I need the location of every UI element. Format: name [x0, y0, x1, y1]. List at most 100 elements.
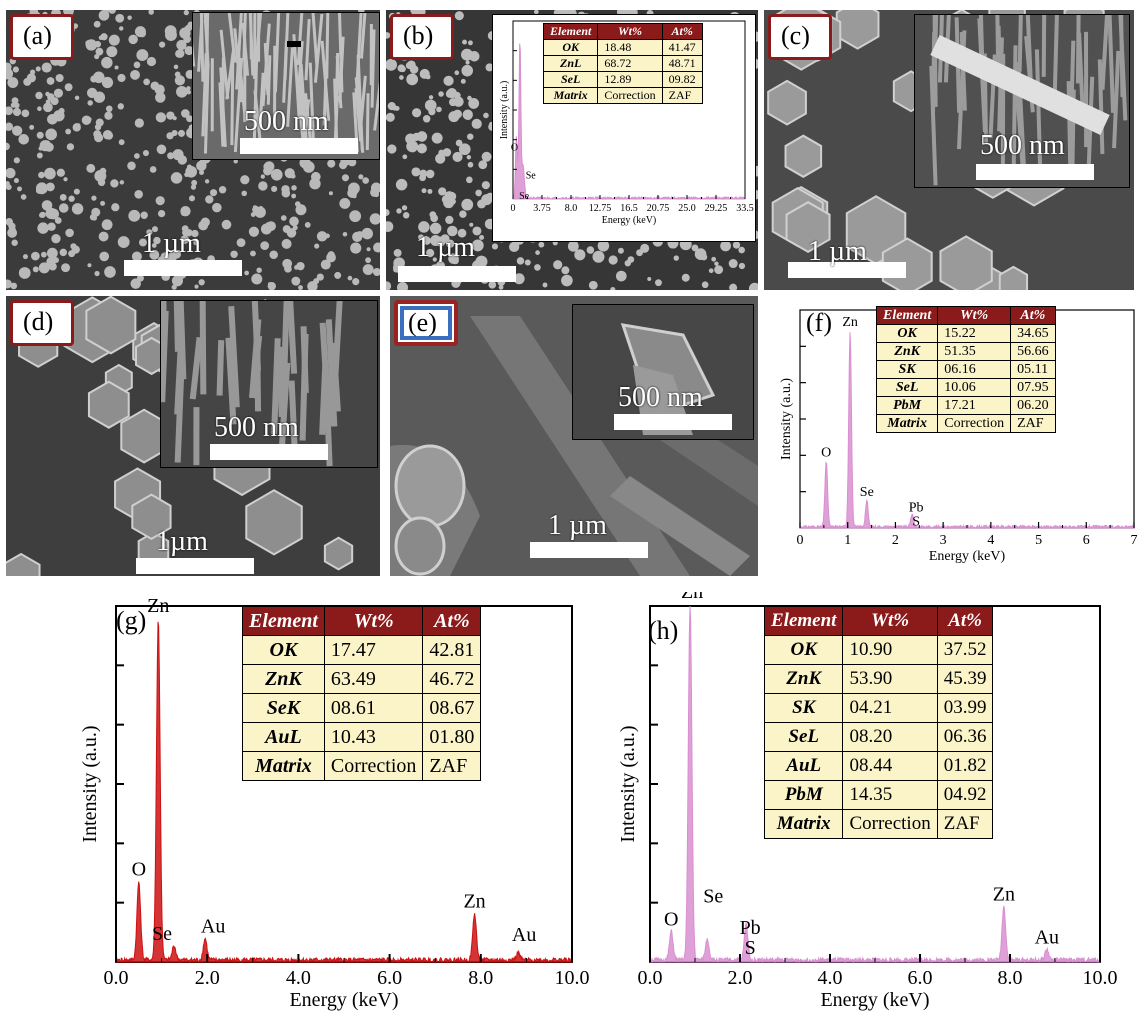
table-header: Element — [542, 23, 599, 40]
peak-label: O — [821, 446, 831, 461]
table-cell: SeK — [242, 693, 325, 723]
peak-label: Zn — [463, 891, 485, 913]
table-cell: 07.95 — [1010, 378, 1056, 397]
y-axis-label: Intensity (a.u.) — [779, 378, 794, 460]
table-cell: OK — [242, 635, 325, 665]
scale-label-c: 1 µm — [808, 236, 867, 267]
table-cell: 51.35 — [937, 342, 1012, 361]
table-cell: 04.21 — [842, 693, 938, 723]
table-cell: 15.22 — [937, 324, 1012, 343]
eds-chart-b: OZnSeSe03.758.012.7516.520.7525.029.2533… — [499, 20, 754, 226]
table-header: Wt% — [842, 606, 938, 636]
peak-label: Se — [703, 886, 723, 908]
peak-label: Au — [512, 924, 536, 946]
x-tick-label: 0 — [797, 533, 804, 548]
x-tick-label: 8.0 — [565, 203, 578, 214]
spectrum-series — [649, 605, 1101, 964]
x-tick-label: 7 — [1131, 533, 1138, 548]
table-cell: 08.20 — [842, 722, 938, 752]
x-axis-label: Energy (keV) — [289, 989, 398, 1011]
table-row: Matrix Correction ZAF — [763, 809, 994, 839]
peak-label: Se — [519, 191, 530, 202]
table-cell: Matrix — [763, 809, 844, 839]
scale-label-inset-a: 500 nm — [244, 106, 329, 137]
x-tick-label: 2.0 — [728, 967, 753, 989]
scale-bar-a — [124, 260, 242, 276]
inset-c — [914, 14, 1130, 188]
x-tick-label: 0.0 — [638, 967, 663, 989]
table-header: At% — [1010, 306, 1056, 325]
table-cell: 41.47 — [661, 39, 703, 56]
sem-image-c: 500 nm 1 µm (c) — [764, 10, 1134, 290]
table-header: Wt% — [323, 606, 424, 636]
x-axis-label: Energy (keV) — [820, 989, 929, 1011]
peak-label: S — [745, 937, 756, 959]
table-cell: Correction — [937, 414, 1012, 433]
table-row: ZnK 53.90 45.39 — [763, 664, 994, 694]
table-cell: ZAF — [422, 751, 482, 781]
sem-image-b: 1 µm (b) OZnSeSe03.758.012.7516.520.7525… — [386, 10, 758, 290]
x-tick-label: 6.0 — [908, 967, 933, 989]
y-axis-label: Intensity (a.u.) — [499, 81, 510, 140]
x-axis-label: Energy (keV) — [602, 215, 657, 226]
table-cell: ZAF — [936, 809, 994, 839]
scale-label-b: 1 µm — [416, 232, 475, 263]
table-cell: Correction — [842, 809, 938, 839]
scale-bar-c — [788, 262, 906, 278]
panel-tag-f: (f) — [806, 308, 832, 337]
table-cell: 08.44 — [842, 751, 938, 781]
peak-label: O — [664, 909, 678, 931]
table-cell: 08.67 — [422, 693, 482, 723]
table-cell: 10.06 — [937, 378, 1012, 397]
eds-panel-h: O Zn Se Pb S Zn Au 0.0 2.0 4.0 6.0 8.0 10.0 Energy (k… — [600, 592, 1120, 1020]
scale-bar-inset-d — [210, 444, 328, 460]
table-cell: 45.39 — [936, 664, 994, 694]
x-tick-label: 6 — [1083, 533, 1090, 548]
table-row: SeL 10.06 07.95 — [875, 378, 1056, 397]
scale-label-inset-c: 500 nm — [980, 130, 1065, 161]
eds-table-h: Element Wt% At% OK 10.90 37.52 ZnK 53.90 45.39 SK… — [763, 606, 994, 839]
table-cell: 46.72 — [422, 664, 482, 694]
peak-label: O — [132, 859, 146, 881]
peak-label: Zn — [993, 884, 1015, 906]
table-cell: 10.90 — [842, 635, 938, 665]
x-tick-label: 29.25 — [705, 203, 728, 214]
table-row: OK 10.90 37.52 — [763, 635, 994, 665]
table-row: SK 04.21 03.99 — [763, 693, 994, 723]
x-tick-label: 2 — [892, 533, 899, 548]
table-cell: AuL — [242, 722, 325, 752]
eds-inset-b: OZnSeSe03.758.012.7516.520.7525.029.2533… — [492, 14, 756, 242]
x-tick-label: 33.5 — [736, 203, 754, 214]
table-row: SeL 08.20 06.36 — [763, 722, 994, 752]
table-row: OK 15.22 34.65 — [875, 324, 1056, 343]
x-tick-label: 1 — [844, 533, 851, 548]
table-header: At% — [936, 606, 994, 636]
table-cell: SeL — [763, 722, 844, 752]
panel-tag-g: (g) — [116, 606, 147, 635]
table-cell: 17.47 — [323, 635, 424, 665]
table-row: ZnK 51.35 56.66 — [875, 342, 1056, 361]
table-row: SK 06.16 05.11 — [875, 360, 1056, 379]
x-tick-label: 0 — [511, 203, 516, 214]
y-axis-label: Intensity (a.u.) — [79, 725, 101, 842]
table-cell: 56.66 — [1010, 342, 1056, 361]
x-axis-label: Energy (keV) — [929, 549, 1006, 564]
table-cell: 42.81 — [422, 635, 482, 665]
table-cell: Correction — [597, 87, 663, 104]
scale-bar-inset-c — [976, 164, 1094, 180]
table-cell: 01.80 — [422, 722, 482, 752]
table-cell: ZnK — [242, 664, 325, 694]
table-header: Element — [875, 306, 939, 325]
peak-label: Se — [152, 923, 172, 945]
table-cell: 34.65 — [1010, 324, 1056, 343]
x-tick-label: 16.5 — [620, 203, 638, 214]
x-tick-label: 4.0 — [818, 967, 843, 989]
table-cell: 06.36 — [936, 722, 994, 752]
table-cell: 48.71 — [661, 55, 703, 72]
eds-panel-f: O Zn Se Pb S 0 1 2 3 4 5 6 7 Energy (keV) Intensity (a… — [764, 296, 1140, 580]
table-cell: 06.20 — [1010, 396, 1056, 415]
scale-bar-e — [530, 542, 648, 558]
x-tick-label: 20.75 — [647, 203, 670, 214]
table-cell: ZnL — [542, 55, 599, 72]
table-row: ZnL 68.72 48.71 — [542, 55, 703, 72]
